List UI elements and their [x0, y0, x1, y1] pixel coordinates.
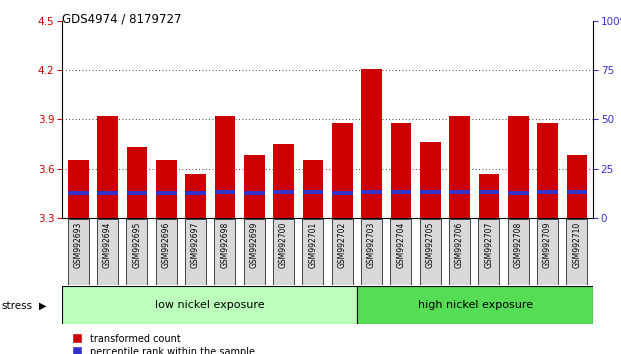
Bar — [244, 191, 265, 195]
Bar — [508, 191, 528, 195]
Bar — [97, 116, 118, 218]
Text: stress: stress — [2, 301, 33, 311]
FancyBboxPatch shape — [478, 219, 499, 285]
Text: GSM992708: GSM992708 — [514, 222, 523, 268]
Bar — [273, 144, 294, 218]
Bar — [479, 190, 499, 194]
Text: GDS4974 / 8179727: GDS4974 / 8179727 — [62, 12, 181, 25]
Bar — [566, 190, 587, 194]
Bar — [479, 173, 499, 218]
Text: GSM992694: GSM992694 — [103, 222, 112, 268]
Bar — [302, 190, 323, 194]
Bar — [450, 190, 470, 194]
Text: GSM992703: GSM992703 — [367, 222, 376, 268]
FancyBboxPatch shape — [214, 219, 235, 285]
FancyBboxPatch shape — [566, 219, 587, 285]
FancyBboxPatch shape — [156, 219, 177, 285]
Text: GSM992709: GSM992709 — [543, 222, 552, 268]
FancyBboxPatch shape — [185, 219, 206, 285]
Text: GSM992706: GSM992706 — [455, 222, 464, 268]
Text: ▶: ▶ — [39, 301, 46, 311]
Bar — [97, 191, 118, 195]
Bar — [332, 191, 353, 195]
Text: GSM992705: GSM992705 — [426, 222, 435, 268]
FancyBboxPatch shape — [537, 219, 558, 285]
FancyBboxPatch shape — [97, 219, 118, 285]
FancyBboxPatch shape — [449, 219, 470, 285]
Bar — [332, 123, 353, 218]
FancyBboxPatch shape — [302, 219, 324, 285]
FancyBboxPatch shape — [357, 286, 593, 324]
Bar — [450, 116, 470, 218]
Text: GSM992701: GSM992701 — [309, 222, 317, 268]
Bar — [244, 155, 265, 218]
Text: GSM992704: GSM992704 — [396, 222, 406, 268]
Bar — [127, 191, 147, 195]
Bar — [273, 190, 294, 194]
Bar — [566, 155, 587, 218]
Bar — [302, 160, 323, 218]
Text: low nickel exposure: low nickel exposure — [155, 300, 264, 310]
Bar — [156, 160, 176, 218]
Bar — [537, 190, 558, 194]
FancyBboxPatch shape — [243, 219, 265, 285]
FancyBboxPatch shape — [273, 219, 294, 285]
Bar — [156, 191, 176, 195]
Bar — [420, 190, 440, 194]
Text: GSM992697: GSM992697 — [191, 222, 200, 268]
Text: GSM992695: GSM992695 — [132, 222, 142, 268]
Text: GSM992707: GSM992707 — [484, 222, 494, 268]
FancyBboxPatch shape — [508, 219, 529, 285]
Bar — [537, 123, 558, 218]
Bar — [215, 190, 235, 194]
Text: GSM992693: GSM992693 — [74, 222, 83, 268]
Bar — [391, 190, 411, 194]
Bar — [361, 69, 382, 218]
FancyBboxPatch shape — [391, 219, 412, 285]
Bar — [391, 123, 411, 218]
Text: GSM992702: GSM992702 — [338, 222, 347, 268]
Text: GSM992696: GSM992696 — [161, 222, 171, 268]
FancyBboxPatch shape — [361, 219, 382, 285]
Bar — [185, 191, 206, 195]
Bar — [68, 191, 89, 195]
FancyBboxPatch shape — [420, 219, 441, 285]
Text: GSM992698: GSM992698 — [220, 222, 229, 268]
Bar — [185, 173, 206, 218]
Legend: transformed count, percentile rank within the sample: transformed count, percentile rank withi… — [67, 330, 259, 354]
Bar — [361, 190, 382, 194]
Text: GSM992710: GSM992710 — [573, 222, 581, 268]
Bar — [68, 160, 89, 218]
FancyBboxPatch shape — [332, 219, 353, 285]
FancyBboxPatch shape — [126, 219, 147, 285]
Text: GSM992699: GSM992699 — [250, 222, 259, 268]
Bar — [215, 116, 235, 218]
FancyBboxPatch shape — [68, 219, 89, 285]
Bar — [420, 142, 440, 218]
FancyBboxPatch shape — [62, 286, 356, 324]
Bar — [127, 147, 147, 218]
Bar — [508, 116, 528, 218]
Text: GSM992700: GSM992700 — [279, 222, 288, 268]
Text: high nickel exposure: high nickel exposure — [417, 300, 533, 310]
